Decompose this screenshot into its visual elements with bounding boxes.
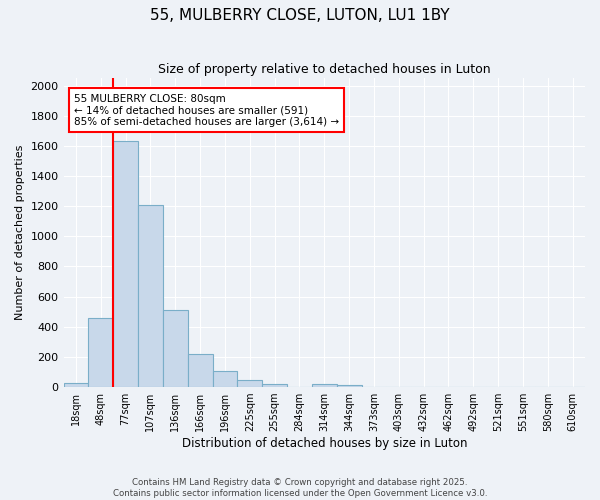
Bar bbox=[113, 142, 138, 387]
Title: Size of property relative to detached houses in Luton: Size of property relative to detached ho… bbox=[158, 62, 491, 76]
Text: 55, MULBERRY CLOSE, LUTON, LU1 1BY: 55, MULBERRY CLOSE, LUTON, LU1 1BY bbox=[150, 8, 450, 22]
Bar bbox=[212, 370, 238, 387]
Bar bbox=[188, 354, 212, 387]
Text: 55 MULBERRY CLOSE: 80sqm
← 14% of detached houses are smaller (591)
85% of semi-: 55 MULBERRY CLOSE: 80sqm ← 14% of detach… bbox=[74, 94, 339, 126]
Bar bbox=[138, 204, 163, 387]
Bar bbox=[64, 382, 88, 387]
Bar bbox=[337, 385, 362, 387]
Bar bbox=[88, 318, 113, 387]
Y-axis label: Number of detached properties: Number of detached properties bbox=[15, 145, 25, 320]
Bar bbox=[312, 384, 337, 387]
X-axis label: Distribution of detached houses by size in Luton: Distribution of detached houses by size … bbox=[182, 437, 467, 450]
Text: Contains HM Land Registry data © Crown copyright and database right 2025.
Contai: Contains HM Land Registry data © Crown c… bbox=[113, 478, 487, 498]
Bar bbox=[163, 310, 188, 387]
Bar bbox=[262, 384, 287, 387]
Bar bbox=[238, 380, 262, 387]
